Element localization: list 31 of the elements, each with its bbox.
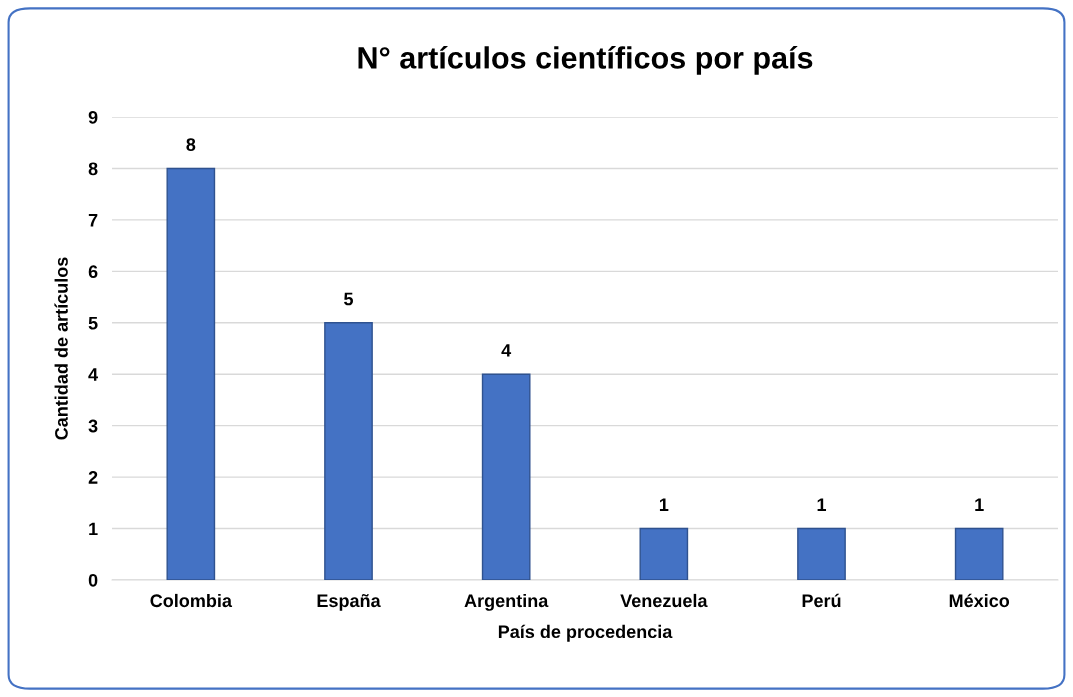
chart-title: N° artículos científicos por país (358, 45, 813, 75)
x-tick-label: Venezuela (620, 593, 708, 608)
y-tick-label: 5 (88, 316, 98, 330)
bar (166, 167, 216, 580)
bar (639, 527, 689, 580)
y-tick-label: 9 (88, 110, 98, 124)
y-tick-label: 6 (88, 265, 98, 279)
y-tick-label: 4 (88, 368, 99, 381)
data-label: 1 (975, 498, 984, 511)
y-axis-title: Cantidad de artículos (54, 257, 68, 440)
bar (481, 373, 531, 580)
y-tick-label: 1 (89, 522, 98, 536)
x-tick-label: Argentina (464, 593, 549, 611)
bar (324, 322, 373, 580)
data-label: 4 (501, 344, 512, 357)
x-tick-label: España (317, 593, 381, 611)
y-tick-label: 8 (88, 162, 98, 176)
bar (797, 527, 846, 580)
data-label: 1 (817, 498, 827, 511)
x-tick-label: Perú (802, 593, 841, 608)
y-tick-label: 3 (88, 419, 98, 433)
x-axis-title: País de procedencia (498, 624, 673, 642)
data-label: 1 (659, 498, 669, 511)
data-label: 8 (186, 138, 196, 151)
x-tick-label: Colombia (150, 593, 233, 608)
y-tick-label: 7 (88, 214, 98, 227)
y-tick-label: 0 (88, 573, 98, 587)
x-tick-label: México (949, 593, 1010, 608)
data-label: 5 (344, 292, 354, 306)
bar (954, 527, 1004, 580)
y-tick-label: 2 (88, 471, 98, 484)
